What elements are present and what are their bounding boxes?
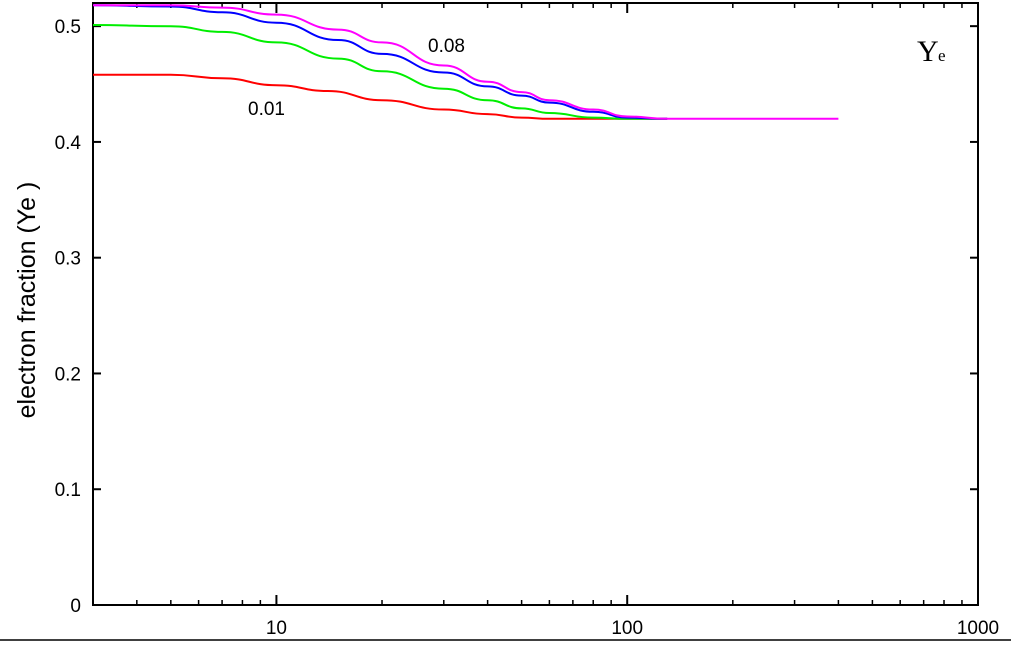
series-line-2 — [92, 4, 668, 120]
series-line-0 — [93, 73, 668, 120]
series-line-1 — [92, 24, 668, 120]
series-line-3 — [92, 4, 839, 120]
y-tick-label: 0 — [70, 596, 81, 617]
y-tick-label: 0.1 — [55, 480, 81, 501]
x-tick-label: 1000 — [957, 618, 999, 639]
corner-label-main: Y — [917, 35, 939, 68]
y-tick-label: 0.3 — [55, 249, 81, 270]
x-tick-label: 10 — [266, 618, 287, 639]
series-label-high: 0.08 — [428, 36, 465, 57]
tick-marks — [93, 3, 979, 606]
series-label-low: 0.01 — [248, 99, 285, 120]
corner-label-sub: e — [938, 46, 946, 65]
series-lines — [92, 4, 839, 120]
tick-labels: 0 0.1 0.2 0.3 0.4 0.5 10 100 1000 — [55, 17, 1000, 639]
plot-frame — [92, 2, 979, 606]
y-tick-label: 0.4 — [55, 133, 82, 154]
y-tick-label: 0.5 — [55, 17, 81, 38]
y-tick-label: 0.2 — [55, 364, 81, 385]
y-axis-label: electron fraction (Ye ) — [13, 182, 41, 419]
x-tick-label: 100 — [611, 618, 643, 639]
